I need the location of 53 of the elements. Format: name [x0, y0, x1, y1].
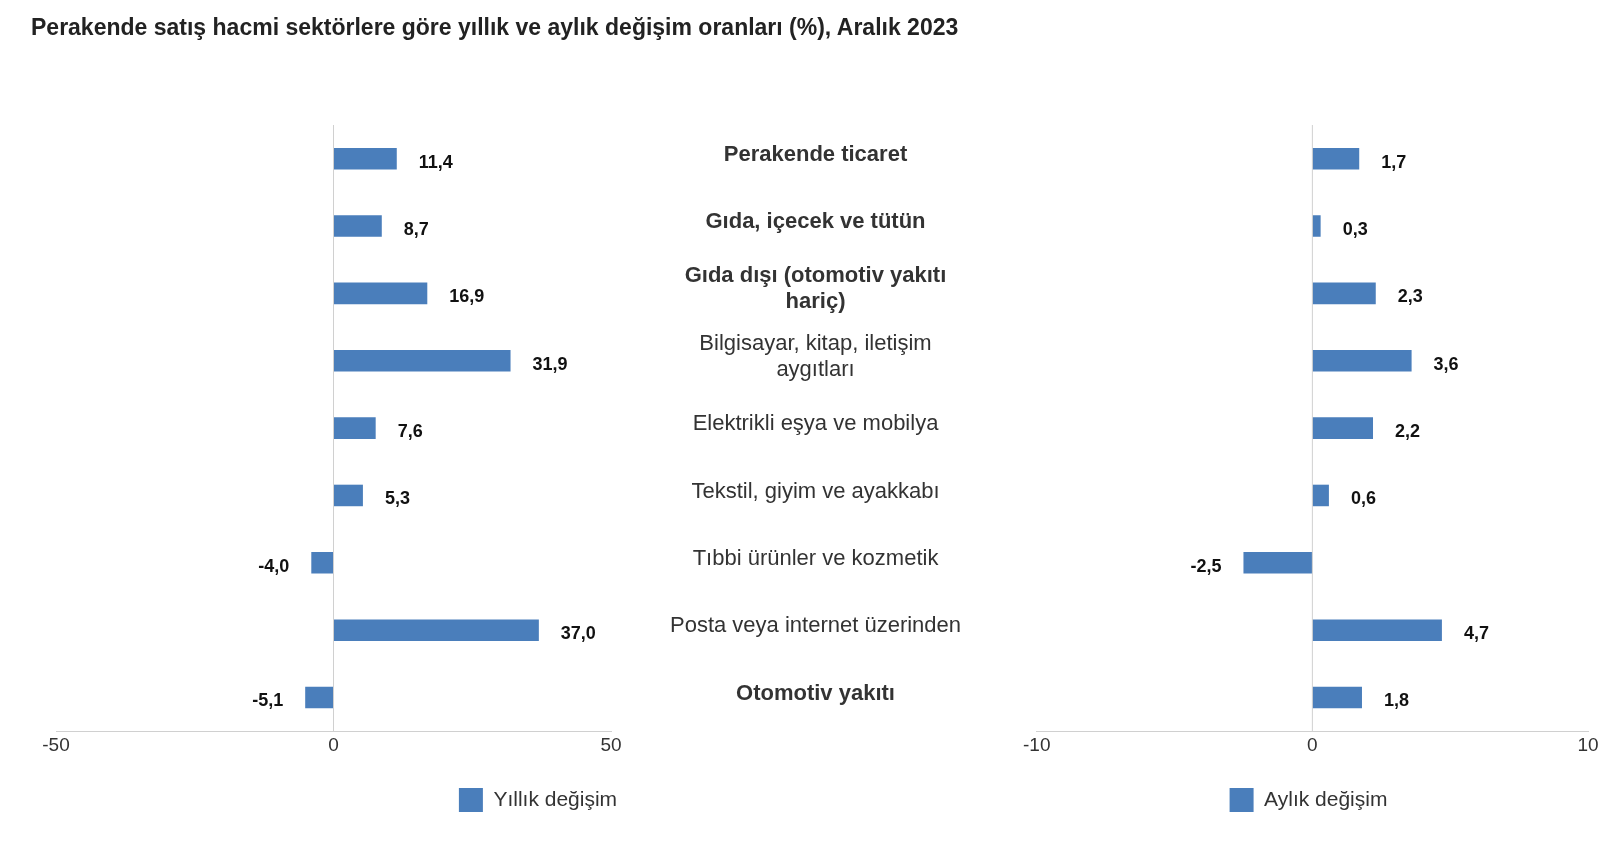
data-label: 1,8 — [1383, 690, 1410, 711]
data-label: 11,4 — [418, 151, 453, 172]
bar — [1312, 619, 1442, 641]
y-tick-label: Posta veya internet üzerinden — [669, 612, 962, 638]
bar — [333, 215, 382, 237]
data-label: 7,6 — [397, 421, 423, 442]
bar — [1243, 552, 1313, 574]
x-tick-label: 0 — [1307, 733, 1318, 755]
bar — [1312, 686, 1362, 709]
y-tick-label: Tıbbi ürünler ve kozmetik — [692, 544, 940, 570]
legend-label: Aylık değişim — [1264, 786, 1388, 810]
data-label: -2,5 — [1190, 555, 1222, 576]
x-tick-label: -10 — [1023, 733, 1051, 755]
y-tick-label: Perakende ticaret — [723, 140, 908, 166]
bar — [333, 282, 428, 305]
legend-label: Yıllık değişim — [493, 786, 618, 810]
bar — [333, 484, 363, 507]
x-tick-label: 0 — [328, 733, 339, 755]
x-tick-label: 10 — [1577, 733, 1599, 755]
data-label: 1,7 — [1381, 151, 1407, 172]
y-tick-label: Tekstil, giyim ve ayakkabı — [691, 477, 940, 503]
x-tick-label: 50 — [600, 733, 622, 755]
bar — [1312, 484, 1329, 507]
bar — [1312, 349, 1412, 372]
bar — [305, 686, 334, 709]
bar — [333, 417, 376, 439]
x-tick-label: -50 — [42, 733, 70, 755]
bar — [333, 619, 539, 641]
bar — [311, 552, 334, 574]
bar — [1312, 282, 1376, 305]
y-tick-label: Otomotiv yakıtı — [736, 679, 895, 705]
data-label: 0,3 — [1342, 219, 1368, 239]
y-tick-label: Gıda dışı (otomotiv yakıtı hariç) — [684, 262, 947, 314]
y-tick-label: Bilgisayar, kitap, iletişim aygıtları — [699, 329, 932, 381]
chart-title: Perakende satış hacmi sektörlere göre yıllık ve aylık değişim oranları (%), Aralık 2023 — [31, 14, 959, 41]
data-label: 2,3 — [1397, 286, 1423, 307]
data-label: 0,6 — [1350, 488, 1376, 509]
data-label: 2,2 — [1395, 421, 1421, 442]
bar — [1312, 417, 1374, 439]
data-label: -4,0 — [258, 555, 290, 576]
data-label: -5,1 — [252, 690, 284, 711]
data-label: 37,0 — [560, 623, 596, 644]
y-tick-label: Elektrikli eşya ve mobilya — [692, 410, 940, 436]
bar — [333, 349, 511, 372]
data-label: 5,3 — [384, 488, 410, 509]
bar — [1312, 147, 1360, 170]
data-label: 8,7 — [403, 219, 429, 239]
data-label: 4,7 — [1463, 623, 1489, 644]
bar — [333, 147, 397, 170]
y-tick-label: Gıda, içecek ve tütün — [705, 208, 926, 234]
data-label: 31,9 — [532, 353, 568, 374]
data-label: 16,9 — [449, 286, 485, 307]
data-label: 3,6 — [1433, 353, 1459, 374]
